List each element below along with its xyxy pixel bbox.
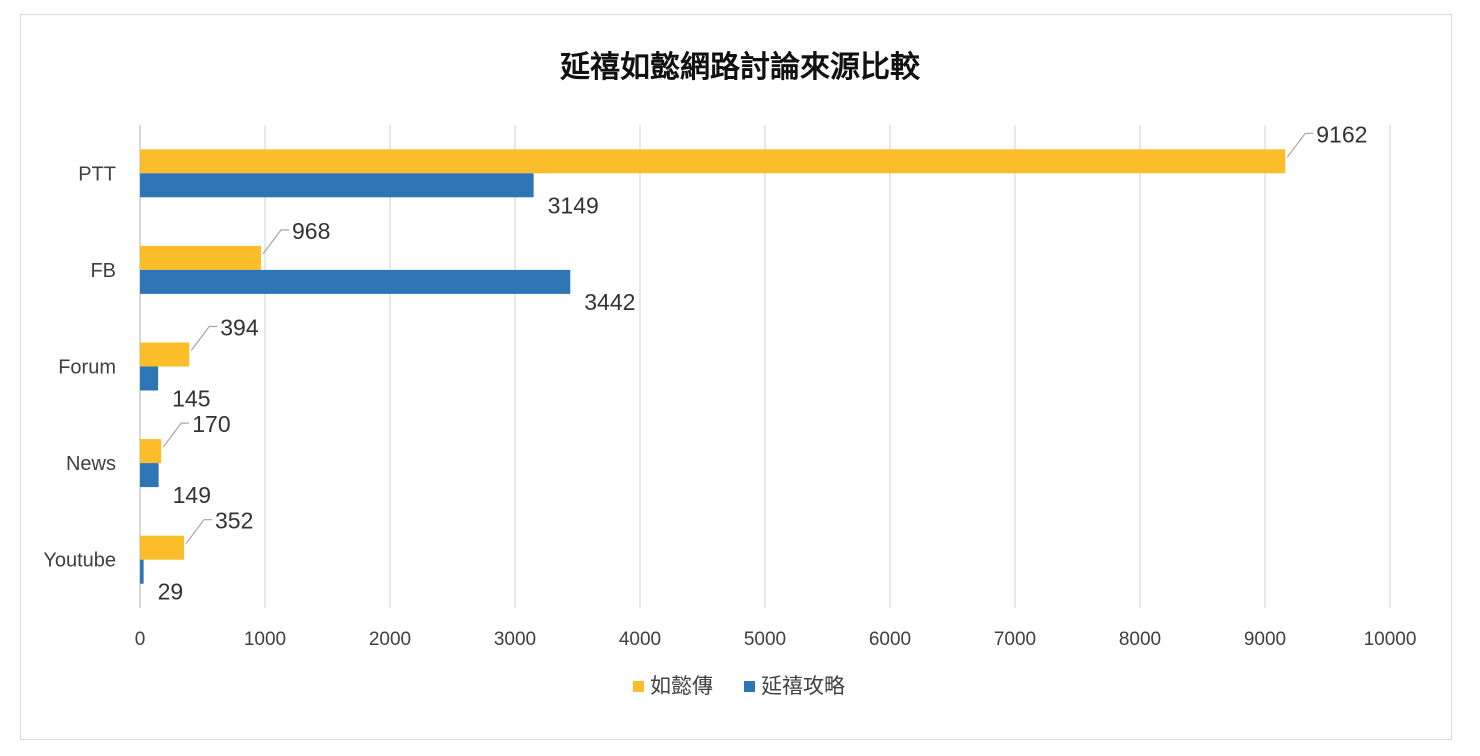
- x-tick-label: 1000: [244, 629, 286, 650]
- bar-series-1: [140, 535, 184, 560]
- bar-series-1: [140, 149, 1286, 174]
- category-label: Youtube: [43, 550, 116, 572]
- x-tick-label: 3000: [494, 629, 536, 650]
- data-label-series-1: 170: [192, 411, 230, 437]
- data-label-series-2: 29: [158, 579, 184, 605]
- x-tick-label: 7000: [994, 629, 1036, 650]
- data-label-series-1: 9162: [1316, 121, 1367, 147]
- leader-line: [262, 229, 289, 255]
- category-label: PTT: [78, 163, 116, 185]
- chart-title: 延禧如懿網路討論來源比較: [559, 50, 921, 85]
- data-label-series-2: 149: [173, 482, 211, 508]
- bar-series-2: [140, 559, 144, 584]
- label-leader-lines: [162, 132, 1314, 545]
- legend-label: 如懿傳: [650, 674, 713, 698]
- category-label: Forum: [58, 357, 116, 379]
- x-tick-label: 0: [135, 629, 146, 650]
- leader-line: [185, 519, 212, 545]
- bars: [140, 149, 1286, 584]
- bar-series-2: [140, 463, 159, 488]
- bar-series-2: [140, 269, 571, 294]
- x-tick-label: 6000: [869, 629, 911, 650]
- category-label: News: [66, 453, 116, 475]
- bar-series-1: [140, 342, 190, 367]
- data-label-series-1: 352: [215, 508, 253, 534]
- x-tick-label: 5000: [744, 629, 786, 650]
- bar-series-2: [140, 366, 159, 391]
- bar-series-1: [140, 245, 261, 270]
- bar-series-2: [140, 173, 534, 198]
- legend-label: 延禧攻略: [761, 674, 845, 698]
- x-tick-label: 2000: [369, 629, 411, 650]
- x-tick-label: 10000: [1364, 629, 1417, 650]
- leader-line: [1286, 132, 1314, 158]
- gridlines: [139, 125, 1391, 608]
- data-label-series-2: 3149: [548, 192, 599, 218]
- legend-swatch: [744, 681, 755, 692]
- category-label: FB: [90, 260, 116, 282]
- x-tick-label: 8000: [1119, 629, 1161, 650]
- chart-frame: [20, 14, 1452, 740]
- data-label-series-1: 968: [292, 218, 330, 244]
- data-label-series-2: 3442: [584, 289, 635, 315]
- data-label-series-2: 145: [172, 386, 210, 412]
- data-label-series-1: 394: [220, 315, 259, 341]
- legend: 如懿傳 延禧攻略: [633, 674, 845, 698]
- x-tick-label: 9000: [1244, 629, 1286, 650]
- legend-swatch: [633, 681, 644, 692]
- category-axis: PTT FB Forum News Youtube: [43, 163, 116, 571]
- value-axis: 0 1000 2000 3000 4000 5000 6000 7000 8000 9000 100…: [135, 629, 1417, 650]
- bar-series-1: [140, 439, 162, 464]
- leader-line: [190, 325, 218, 351]
- x-tick-label: 4000: [619, 629, 661, 650]
- leader-line: [162, 422, 190, 448]
